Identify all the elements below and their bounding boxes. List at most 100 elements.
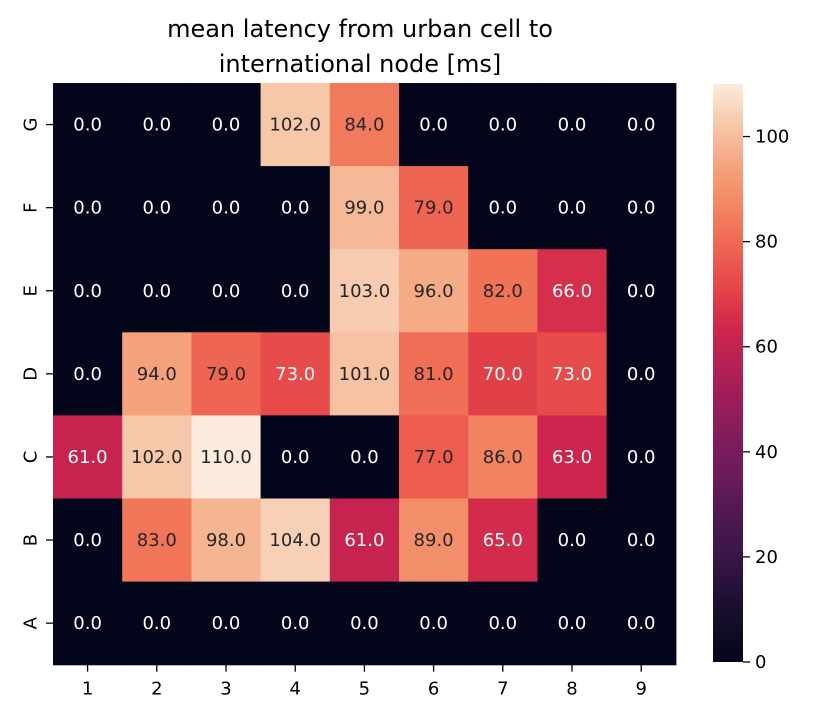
cell-value-label: 103.0: [339, 281, 391, 302]
cell-value-label: 0.0: [73, 281, 102, 302]
cell-value-label: 104.0: [269, 530, 321, 551]
cell-value-label: 110.0: [200, 447, 252, 468]
cell-value-label: 0.0: [73, 198, 102, 219]
cell-value-label: 0.0: [281, 198, 310, 219]
x-tick-label: 6: [428, 679, 439, 700]
heatmap-cell-D7: [468, 332, 538, 416]
y-tick-label: B: [21, 534, 42, 546]
heatmap-cell-D3: [191, 332, 262, 416]
cell-value-label: 89.0: [414, 530, 454, 551]
heatmap-cell-A2: [122, 581, 192, 666]
y-axis: G F E D C B A: [21, 118, 53, 629]
colorbar-tick-label: 80: [755, 232, 778, 253]
cell-value-label: 83.0: [137, 530, 177, 551]
heatmap-cell-E5: [329, 249, 400, 333]
heatmap-cell-C9: [606, 415, 677, 500]
colorbar-tick-label: 100: [755, 127, 789, 148]
cell-value-label: 0.0: [281, 447, 310, 468]
heatmap-cell-G4: [260, 83, 331, 167]
cell-value-label: 0.0: [419, 115, 448, 136]
cell-value-label: 77.0: [414, 447, 454, 468]
heatmap-cell-G8: [537, 83, 608, 167]
cell-value-label: 0.0: [558, 613, 587, 634]
y-tick-label: G: [21, 118, 42, 132]
colorbar: [713, 84, 743, 662]
y-tick-label: F: [21, 202, 42, 212]
cell-value-label: 0.0: [212, 115, 241, 136]
cell-value-label: 0.0: [558, 530, 587, 551]
heatmap-cell-E9: [606, 249, 677, 333]
x-tick-label: 1: [82, 679, 93, 700]
cell-value-label: 0.0: [419, 613, 448, 634]
cell-value-label: 0.0: [488, 613, 517, 634]
heatmap-cell-A6: [399, 581, 469, 666]
heatmap-cell-C2: [122, 415, 192, 500]
heatmap-cell-A9: [606, 581, 677, 666]
cell-value-label: 0.0: [350, 613, 379, 634]
heatmap-cell-D2: [122, 332, 192, 416]
heatmap-cell-A5: [329, 581, 400, 666]
heatmap-cell-F3: [191, 166, 262, 250]
heatmap-cell-B4: [260, 498, 331, 583]
heatmap-cell-D9: [606, 332, 677, 416]
heatmap-cell-G2: [122, 83, 192, 167]
cell-value-label: 101.0: [339, 364, 391, 385]
cell-value-label: 63.0: [552, 447, 592, 468]
colorbar-tick-label: 0: [755, 652, 766, 673]
colorbar-tick-label: 40: [755, 442, 778, 463]
heatmap-cell-B8: [537, 498, 608, 583]
heatmap-cell-D5: [329, 332, 400, 416]
heatmap-cell-B9: [606, 498, 677, 583]
y-tick-label: C: [21, 451, 42, 464]
heatmap-cell-E8: [537, 249, 608, 333]
cell-value-label: 0.0: [73, 613, 102, 634]
heatmap-cell-A4: [260, 581, 331, 666]
heatmap-cell-B5: [329, 498, 400, 583]
cell-value-label: 86.0: [483, 447, 523, 468]
heatmap-cell-G7: [468, 83, 538, 167]
cell-value-label: 65.0: [483, 530, 523, 551]
cell-value-label: 0.0: [281, 613, 310, 634]
cell-value-label: 81.0: [414, 364, 454, 385]
cell-value-label: 0.0: [212, 613, 241, 634]
cell-value-label: 0.0: [73, 115, 102, 136]
heatmap-cell-E2: [122, 249, 192, 333]
cell-value-label: 0.0: [281, 281, 310, 302]
cell-value-label: 79.0: [206, 364, 246, 385]
cell-value-label: 61.0: [68, 447, 108, 468]
cell-value-label: 0.0: [73, 364, 102, 385]
cell-value-label: 0.0: [73, 530, 102, 551]
cell-value-label: 102.0: [131, 447, 183, 468]
heatmap-cell-D8: [537, 332, 608, 416]
heatmap-cell-C5: [329, 415, 400, 500]
heatmap-cell-G5: [329, 83, 400, 167]
y-tick-label: D: [21, 367, 42, 381]
x-tick-label: 3: [220, 679, 231, 700]
cell-value-label: 82.0: [483, 281, 523, 302]
x-axis: 1 2 3 4 5 6 7 8 9: [82, 664, 647, 700]
colorbar-tick-label: 20: [755, 547, 778, 568]
heatmap-cell-A7: [468, 581, 538, 666]
cell-value-label: 0.0: [212, 198, 241, 219]
heatmap-cell-E6: [399, 249, 469, 333]
colorbar-tick-label: 60: [755, 337, 778, 358]
cell-value-label: 0.0: [558, 198, 587, 219]
heatmap-cell-F1: [53, 166, 123, 250]
cell-value-label: 0.0: [558, 115, 587, 136]
heatmap-cell-B6: [399, 498, 469, 583]
cell-value-label: 96.0: [414, 281, 454, 302]
heatmap-cell-E1: [53, 249, 123, 333]
cell-value-label: 102.0: [269, 115, 321, 136]
heatmap-cell-C4: [260, 415, 331, 500]
heatmap-cell-C7: [468, 415, 538, 500]
cell-value-label: 0.0: [142, 198, 171, 219]
y-tick-label: A: [21, 616, 42, 629]
x-tick-label: 7: [497, 679, 508, 700]
heatmap-cell-E3: [191, 249, 262, 333]
chart-title-line-1: mean latency from urban cell to: [167, 15, 553, 43]
cell-value-label: 99.0: [344, 198, 384, 219]
cell-value-label: 66.0: [552, 281, 592, 302]
cell-value-label: 0.0: [627, 115, 656, 136]
cell-value-label: 0.0: [627, 447, 656, 468]
